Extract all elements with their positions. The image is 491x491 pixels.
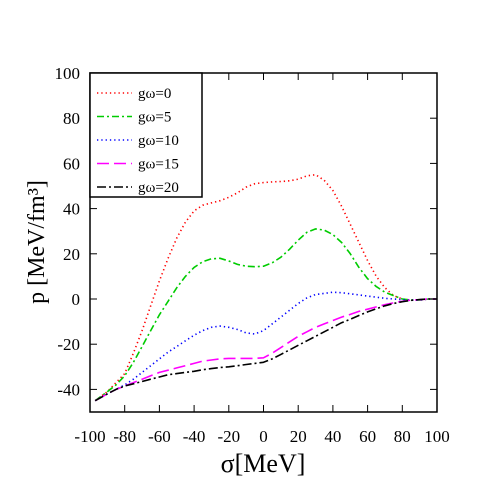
series-line	[94, 291, 437, 402]
x-tick-label: -20	[217, 427, 240, 446]
legend-box	[89, 72, 203, 198]
y-tick-label: 60	[63, 154, 80, 173]
legend-label: gω=0	[138, 86, 171, 102]
x-tick-label: 0	[259, 427, 268, 446]
y-tick-label: 40	[63, 200, 80, 219]
x-tick-label: -100	[74, 427, 105, 446]
x-ticks: -100 -80 -60 -40 -20 0 20 40 60 80 100	[74, 73, 450, 446]
x-tick-label: 100	[424, 427, 450, 446]
x-tick-label: 80	[394, 427, 411, 446]
y-tick-label: 0	[72, 290, 81, 309]
legend: gω=0 gω=5 gω=10 gω=15 gω=20	[89, 72, 203, 198]
series-layer	[94, 173, 437, 402]
legend-label: gω=15	[138, 157, 179, 173]
x-tick-label: 60	[359, 427, 376, 446]
legend-label: gω=20	[138, 180, 179, 196]
x-tick-label: 40	[324, 427, 341, 446]
series-line	[94, 173, 437, 402]
y-tick-label: 20	[63, 245, 80, 264]
y-ticks: -40 -20 0 20 40 60 80 100	[55, 64, 437, 399]
x-tick-label: -40	[183, 427, 206, 446]
series-line	[94, 298, 437, 402]
x-axis-title: σ[MeV]	[221, 449, 306, 478]
x-tick-label: -80	[113, 427, 136, 446]
series-line	[94, 298, 437, 402]
x-tick-label: 20	[290, 427, 307, 446]
y-tick-label: -20	[57, 335, 80, 354]
x-tick-label: -60	[148, 427, 171, 446]
y-tick-label: 100	[55, 64, 81, 83]
y-tick-label: 80	[63, 109, 80, 128]
series-line	[94, 228, 437, 402]
y-tick-label: -40	[57, 380, 80, 399]
y-axis-title: p [MeV/fm³]	[24, 180, 50, 304]
legend-label: gω=10	[138, 133, 179, 149]
legend-label: gω=5	[138, 110, 171, 126]
